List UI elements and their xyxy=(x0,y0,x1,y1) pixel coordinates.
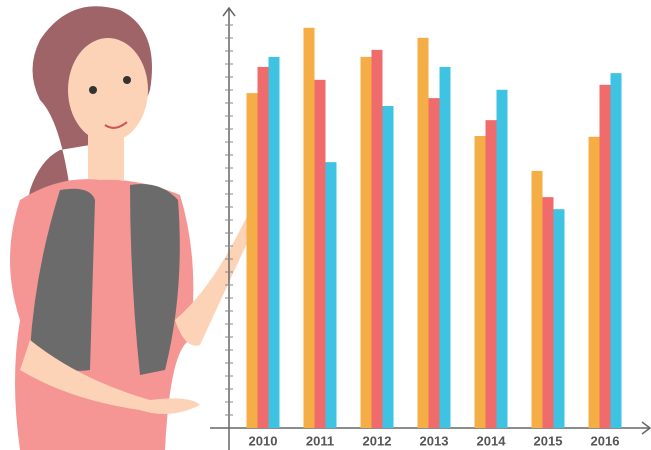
face xyxy=(68,38,148,142)
bar xyxy=(485,120,497,428)
bar xyxy=(360,56,372,428)
bar xyxy=(439,66,451,429)
bar xyxy=(588,136,600,429)
bar xyxy=(474,135,486,428)
bar xyxy=(314,79,326,429)
bar xyxy=(553,209,565,428)
bar xyxy=(610,73,622,428)
x-tick-label: 2016 xyxy=(591,433,620,448)
arm xyxy=(20,340,200,414)
y-axis-arrow xyxy=(222,6,236,17)
vest xyxy=(130,184,180,375)
eye xyxy=(89,86,97,94)
bar xyxy=(417,37,429,429)
vest xyxy=(30,188,95,371)
x-tick-label: 2010 xyxy=(249,433,278,448)
bar xyxy=(268,56,280,428)
bar xyxy=(531,170,543,429)
mouth xyxy=(104,121,128,129)
neck xyxy=(88,135,124,180)
bar xyxy=(257,66,269,429)
bar xyxy=(325,162,337,428)
eye xyxy=(123,76,131,84)
x-axis-arrow xyxy=(641,421,651,435)
x-tick-label: 2012 xyxy=(363,433,392,448)
x-tick-label: 2011 xyxy=(306,433,334,448)
bar xyxy=(246,93,258,429)
bar xyxy=(599,84,611,429)
woman-illustration xyxy=(10,6,276,450)
bar xyxy=(382,106,394,429)
x-tick-label: 2013 xyxy=(420,433,449,448)
bar xyxy=(496,89,508,429)
bar xyxy=(303,27,315,428)
bar xyxy=(428,98,440,428)
x-tick-label: 2015 xyxy=(534,433,563,448)
bar xyxy=(371,49,383,429)
bar xyxy=(542,197,554,428)
x-tick-label: 2014 xyxy=(477,433,507,448)
hair-fringe xyxy=(70,22,150,55)
